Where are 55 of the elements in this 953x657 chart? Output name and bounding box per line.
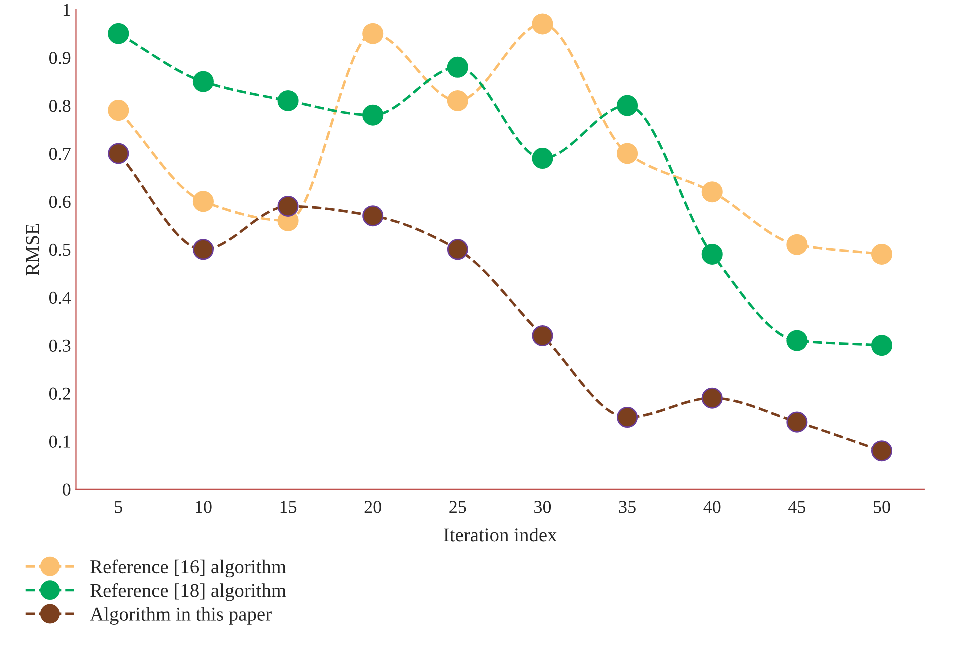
point — [786, 234, 808, 256]
point — [617, 143, 638, 164]
point — [786, 412, 808, 433]
y-tick-label: 0.7 — [50, 148, 71, 160]
y-tick-label: 0.6 — [50, 196, 71, 208]
point — [192, 239, 214, 260]
point — [447, 90, 468, 112]
legend-label: Reference [16] algorithm — [90, 560, 286, 578]
y-tick-label: 0.4 — [50, 292, 72, 304]
x-tick-label: 50 — [874, 501, 890, 514]
point — [108, 100, 130, 122]
point — [871, 244, 893, 265]
x-tick-label: 35 — [619, 501, 636, 514]
point — [702, 244, 723, 265]
point — [871, 335, 893, 356]
x-tick-label: 15 — [280, 501, 297, 514]
y-tick-label: 0 — [63, 484, 71, 496]
point — [702, 182, 723, 203]
point — [532, 148, 554, 170]
x-tick-label: 40 — [704, 501, 721, 514]
y-tick-label: 0.9 — [50, 52, 71, 64]
y-tick-label: 0.1 — [50, 436, 70, 448]
x-tick-label: 5 — [115, 501, 122, 514]
x-tick-label: 25 — [450, 501, 466, 514]
point — [617, 95, 638, 116]
point — [362, 206, 384, 227]
point — [108, 23, 130, 44]
point — [871, 440, 893, 462]
legend-label: Algorithm in this paper — [90, 607, 272, 625]
point — [362, 23, 384, 44]
x-tick-label: 20 — [364, 501, 382, 514]
point — [278, 196, 299, 218]
point — [532, 325, 554, 347]
y-axis-title: RMSE — [26, 224, 40, 276]
point — [617, 407, 638, 428]
y-tick-label: 0.2 — [50, 388, 70, 400]
point — [192, 71, 214, 92]
y-tick-label: 0.5 — [50, 244, 71, 256]
y-tick-label: 0.3 — [50, 340, 71, 352]
point — [447, 56, 468, 78]
y-tick-label: 0.8 — [50, 100, 71, 112]
point — [192, 191, 214, 212]
legend-label: Reference [18] algorithm — [90, 583, 286, 602]
x-axis-title: Iteration index — [444, 528, 558, 542]
point — [532, 14, 554, 35]
point — [702, 388, 723, 409]
x-tick-label: 10 — [196, 501, 212, 514]
point — [362, 104, 384, 126]
point — [278, 90, 299, 112]
x-tick-label: 45 — [788, 501, 806, 514]
point — [786, 330, 808, 352]
x-tick-label: 30 — [534, 501, 552, 514]
y-tick-label: 1 — [64, 4, 70, 16]
point — [447, 239, 468, 260]
point — [108, 143, 130, 164]
